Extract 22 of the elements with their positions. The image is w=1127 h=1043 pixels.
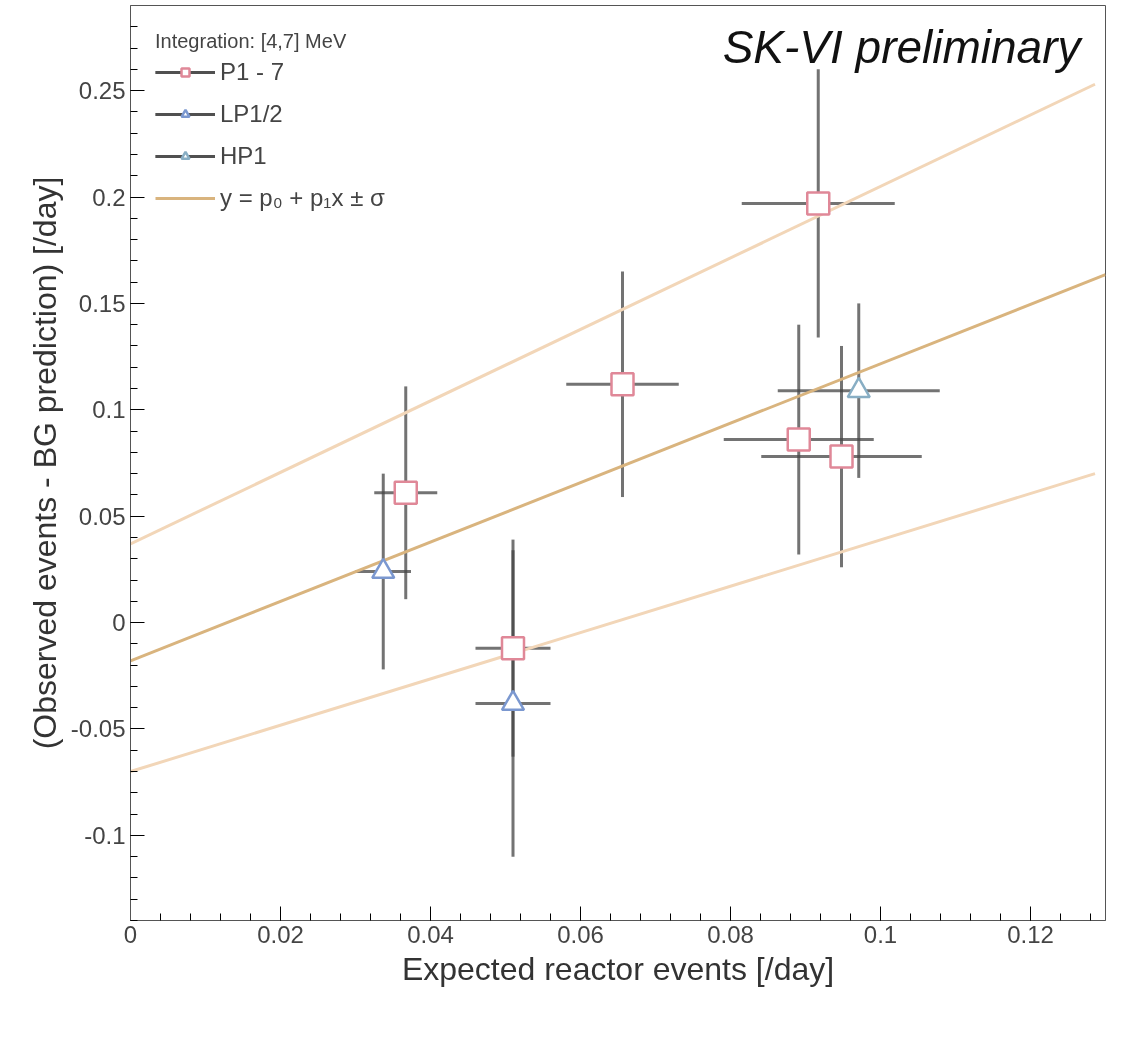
y-axis-title: (Observed events - BG prediction) [/day] bbox=[26, 176, 63, 750]
y-tick-label: -0.1 bbox=[84, 821, 126, 849]
x-tick-label: 0.12 bbox=[1007, 920, 1054, 948]
y-tick-label: 0 bbox=[112, 609, 126, 637]
legend-title: Integration: [4,7] MeV bbox=[155, 30, 348, 53]
x-tick-label: 0.08 bbox=[707, 920, 754, 948]
y-tick-label: 0.1 bbox=[92, 396, 126, 424]
y-tick-label: 0.25 bbox=[78, 77, 126, 105]
x-tick-label: 0.06 bbox=[557, 920, 604, 948]
x-axis-title: Expected reactor events [/day] bbox=[401, 950, 835, 987]
legend-label: y = p₀ + p₁x ± σ bbox=[220, 184, 385, 212]
legend-label: LP1/2 bbox=[220, 100, 283, 128]
legend-label: P1 - 7 bbox=[220, 58, 285, 86]
chart-title: SK-VI preliminary bbox=[722, 20, 1084, 73]
legend-label: HP1 bbox=[220, 142, 267, 170]
x-tick-label: 0.1 bbox=[863, 920, 898, 948]
x-tick-label: 0.04 bbox=[407, 920, 454, 948]
y-tick-label: 0.15 bbox=[78, 289, 126, 317]
y-tick-label: 0.05 bbox=[78, 502, 126, 530]
y-tick-label: -0.05 bbox=[70, 715, 126, 743]
y-tick-label: 0.2 bbox=[92, 183, 126, 211]
x-tick-label: 0.02 bbox=[257, 920, 304, 948]
